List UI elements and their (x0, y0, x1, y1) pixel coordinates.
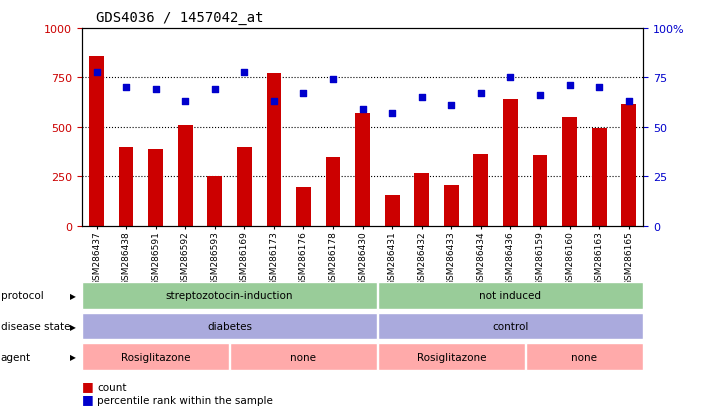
Bar (385, 196, 400, 226)
Text: count: count (97, 382, 127, 392)
Bar (503, 100, 518, 226)
Text: agent: agent (1, 352, 31, 362)
Bar (526, 344, 643, 370)
Bar (89, 57, 104, 226)
Point (416, 95, 427, 101)
Point (120, 85, 132, 91)
Point (505, 75, 516, 81)
Point (446, 102, 457, 109)
Bar (592, 128, 606, 226)
Point (209, 87, 220, 93)
Bar (230, 344, 377, 370)
Point (150, 87, 161, 93)
Bar (533, 155, 547, 226)
Bar (267, 74, 282, 226)
Point (91, 69, 102, 76)
Bar (378, 313, 643, 339)
Text: streptozotocin-induction: streptozotocin-induction (166, 291, 294, 301)
Text: none: none (291, 352, 316, 362)
Point (327, 77, 338, 83)
Bar (237, 147, 252, 226)
Text: diabetes: diabetes (207, 321, 252, 331)
Text: ▶: ▶ (70, 322, 76, 331)
Point (594, 85, 605, 91)
Point (534, 93, 545, 100)
Bar (378, 282, 643, 309)
Bar (178, 126, 193, 226)
Text: ▶: ▶ (70, 352, 76, 361)
Text: disease state: disease state (1, 321, 70, 331)
Bar (378, 344, 525, 370)
Text: ▶: ▶ (70, 291, 76, 300)
Bar (82, 344, 229, 370)
Bar (296, 188, 311, 226)
Point (268, 99, 279, 105)
Text: not induced: not induced (479, 291, 541, 301)
Text: control: control (492, 321, 528, 331)
Bar (474, 154, 488, 226)
Point (387, 111, 398, 117)
Point (298, 91, 309, 97)
Text: protocol: protocol (1, 291, 43, 301)
Text: percentile rank within the sample: percentile rank within the sample (97, 395, 273, 405)
Text: ■: ■ (82, 392, 94, 405)
Text: GDS4036 / 1457042_at: GDS4036 / 1457042_at (96, 11, 264, 25)
Text: none: none (572, 352, 597, 362)
Point (564, 83, 575, 90)
Bar (562, 118, 577, 226)
Bar (444, 186, 459, 226)
Bar (82, 313, 377, 339)
Point (623, 99, 634, 105)
Point (180, 99, 191, 105)
Bar (119, 147, 134, 226)
Text: Rosiglitazone: Rosiglitazone (121, 352, 191, 362)
Bar (621, 105, 636, 226)
Point (239, 69, 250, 76)
Bar (82, 282, 377, 309)
Point (357, 107, 368, 113)
Text: ■: ■ (82, 380, 94, 392)
Bar (356, 114, 370, 226)
Bar (415, 174, 429, 226)
Text: Rosiglitazone: Rosiglitazone (417, 352, 486, 362)
Bar (208, 177, 223, 226)
Point (475, 91, 486, 97)
Bar (326, 157, 341, 226)
Bar (149, 150, 163, 226)
